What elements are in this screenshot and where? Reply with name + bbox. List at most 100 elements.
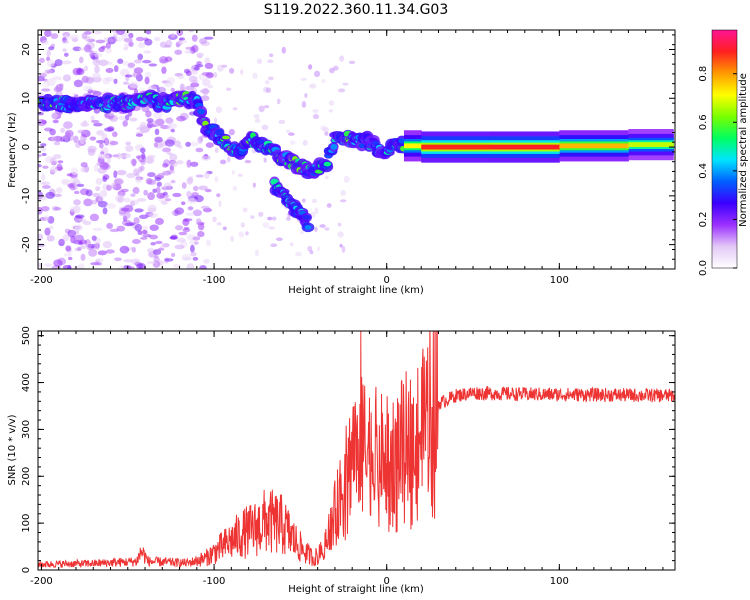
heatmap-noise-blob [74,234,84,242]
snr-marks [38,331,675,569]
heatmap-noise-blob [238,173,243,177]
heatmap-noise-blob [153,36,161,42]
heatmap-noise-blob [278,119,286,125]
y-tick-label: 10 [21,92,32,105]
heatmap-noise-blob [83,44,92,53]
colorbar: 0.0 0.2 0.4 0.6 0.8 Normalized spectral ampl… [698,29,749,276]
heatmap-noise-blob [53,154,62,159]
heatmap-trace-core [304,225,312,230]
heatmap-noise-blob [189,239,197,246]
heatmap-noise-blob [61,40,70,44]
heatmap-noise-blob [192,209,203,217]
heatmap-noise-blob [191,192,199,197]
heatmap-trace-core [373,141,380,145]
heatmap-noise-blob [258,211,264,217]
heatmap-noise-blob [153,111,163,119]
heatmap-noise-blob [313,70,321,78]
x-tick-label: 0 [384,576,390,587]
heatmap-noise-blob [244,159,252,164]
heatmap-noise-blob [85,189,93,197]
heatmap-noise-blob [145,177,153,185]
heatmap-trace-core [302,214,312,220]
heatmap-noise-blob [176,237,186,243]
heatmap-noise-blob [309,83,317,89]
heatmap-x-label: Height of straight line (km) [288,285,424,296]
heatmap-noise-blob [191,34,198,42]
heatmap-noise-blob [56,163,63,172]
heatmap-noise-blob [179,83,185,92]
heatmap-noise-blob [319,224,326,228]
heatmap-noise-blob [187,197,197,204]
heatmap-noise-blob [44,227,51,236]
heatmap-noise-blob [87,90,98,94]
heatmap-noise-blob [152,249,162,256]
heatmap-noise-blob [38,233,44,241]
heatmap-noise-blob [99,142,104,149]
heatmap-trace-core [214,128,224,136]
heatmap-noise-blob [190,251,197,257]
heatmap-noise-blob [143,50,152,54]
heatmap-noise-blob [196,61,202,65]
heatmap-noise-blob [219,159,227,165]
heatmap-noise-blob [113,170,118,179]
heatmap-noise-blob [328,100,335,106]
heatmap-noise-blob [53,141,61,146]
heatmap-noise-blob [58,238,65,247]
heatmap-noise-blob [122,120,128,127]
y-tick-label: 20 [21,43,32,56]
heatmap-noise-blob [106,184,112,191]
heatmap-noise-blob [253,114,260,119]
heatmap-noise-blob [95,177,103,185]
heatmap-noise-blob [133,168,139,176]
heatmap-noise-blob [97,250,107,256]
heatmap-noise-blob [164,139,175,147]
heatmap-noise-blob [270,243,278,248]
heatmap-noise-blob [205,72,214,78]
heatmap-noise-blob [112,131,118,138]
heatmap-noise-blob [290,140,296,145]
heatmap-noise-blob [121,219,132,227]
heatmap-noise-blob [245,231,249,236]
heatmap-noise-blob [141,152,146,160]
heatmap-noise-blob [41,88,51,92]
heatmap-noise-blob [101,45,107,49]
heatmap-noise-blob [105,68,114,74]
heatmap-noise-blob [191,69,198,75]
heatmap-noise-blob [38,262,42,268]
heatmap-noise-blob [204,57,211,65]
heatmap-noise-blob [106,203,117,209]
heatmap-noise-blob [202,79,211,87]
heatmap-noise-blob [46,59,55,67]
heatmap-noise-blob [134,223,143,232]
heatmap-trace-core [222,135,230,140]
heatmap-noise-blob [70,167,79,176]
heatmap-noise-blob [116,225,126,232]
heatmap-noise-blob [140,236,148,240]
heatmap-noise-blob [107,126,115,132]
heatmap-trace-core [330,143,338,150]
heatmap-noise-blob [124,74,133,78]
heatmap-noise-blob [215,106,223,114]
heatmap-noise-blob [127,62,136,68]
heatmap-noise-blob [250,215,255,219]
heatmap-noise-blob [39,72,47,78]
heatmap-noise-blob [75,214,85,219]
heatmap-noise-blob [238,231,245,238]
heatmap-noise-blob [308,64,313,70]
heatmap-noise-blob [123,259,133,263]
heatmap-noise-blob [176,115,186,122]
heatmap-noise-blob [78,56,84,64]
heatmap-noise-blob [162,191,168,196]
heatmap-noise-blob [262,222,270,228]
heatmap-noise-blob [155,240,163,245]
y-tick-label: 500 [21,326,32,345]
heatmap-noise-blob [69,206,77,213]
heatmap-noise-blob [78,245,89,250]
heatmap-noise-blob [185,212,195,216]
x-tick-label: -200 [30,576,53,587]
heatmap-noise-blob [52,119,59,124]
heatmap-noise-blob [204,188,212,193]
heatmap-noise-blob [300,230,304,235]
heatmap-noise-blob [40,143,47,147]
